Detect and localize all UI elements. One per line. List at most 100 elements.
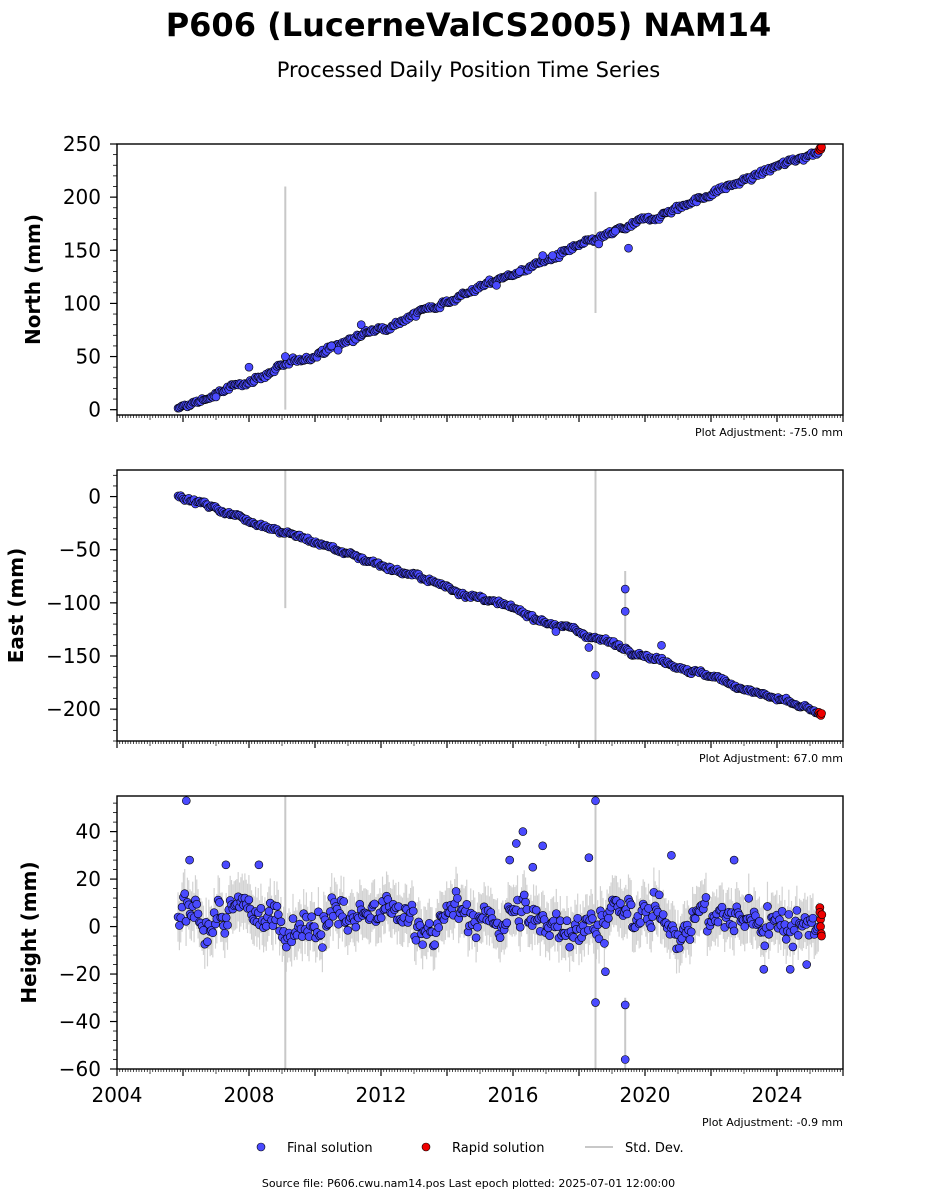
final-point: [471, 933, 481, 943]
final-point: [594, 239, 604, 249]
final-point: [755, 917, 764, 926]
final-point: [565, 942, 574, 952]
final-point: [759, 964, 769, 974]
final-point: [185, 855, 194, 865]
final-point: [763, 902, 772, 911]
final-point: [760, 941, 770, 951]
final-point: [685, 935, 695, 944]
final-point: [408, 906, 418, 916]
final-point: [473, 922, 482, 932]
panel-height: −60 −40 −20 0 20 40 2004 2008 2012 2016 2020 2024 He…: [17, 795, 844, 1129]
final-point: [657, 641, 666, 650]
y-tick-label: −40: [59, 1010, 101, 1034]
final-point: [616, 899, 625, 908]
final-point: [802, 960, 812, 969]
y-axis-label: East (mm): [4, 548, 28, 664]
final-point: [658, 910, 668, 919]
y-tick-label: −60: [59, 1057, 101, 1081]
final-point: [545, 931, 554, 940]
source-note: Source file: P606.cwu.nam14.pos Last epo…: [261, 1177, 676, 1190]
final-point: [808, 913, 818, 923]
final-point: [511, 839, 521, 848]
final-point: [610, 226, 620, 236]
final-point: [740, 922, 750, 931]
rapid-point: [817, 931, 826, 941]
final-point: [208, 928, 218, 938]
chart-title: P606 (LucerneValCS2005) NAM14: [165, 6, 772, 44]
final-point: [434, 923, 443, 932]
final-point: [221, 913, 231, 923]
final-point: [492, 281, 501, 290]
final-point: [221, 860, 231, 870]
final-point: [495, 933, 505, 942]
final-point: [339, 897, 349, 906]
final-point: [701, 893, 711, 902]
final-point: [453, 893, 462, 903]
final-point: [211, 392, 221, 402]
legend-rapid-marker: [421, 1142, 431, 1152]
final-point: [792, 906, 802, 915]
final-point: [356, 320, 366, 329]
x-tick-label: 2020: [620, 1083, 671, 1107]
final-point: [729, 855, 739, 865]
final-point: [622, 909, 632, 919]
final-point: [376, 913, 386, 923]
final-point: [788, 942, 798, 952]
final-point: [220, 929, 230, 938]
final-point: [588, 914, 597, 923]
final-point: [717, 902, 727, 912]
final-point: [674, 943, 684, 953]
data-layer: [173, 144, 826, 413]
x-tick-label: 2004: [92, 1083, 143, 1107]
rapid-point: [817, 910, 827, 919]
y-tick-label: 250: [63, 132, 101, 156]
final-point: [785, 964, 795, 974]
final-point: [505, 855, 515, 865]
final-point: [521, 897, 530, 907]
final-point: [620, 607, 630, 616]
final-point: [254, 860, 264, 870]
final-point: [538, 841, 548, 851]
y-tick-label: 50: [76, 345, 101, 369]
final-point: [307, 912, 317, 922]
final-point: [624, 243, 633, 253]
final-point: [636, 918, 645, 927]
final-point: [370, 899, 379, 909]
final-point: [276, 917, 286, 926]
final-point: [273, 910, 283, 919]
final-point: [244, 895, 254, 905]
final-point: [713, 917, 723, 927]
y-tick-label: −150: [46, 644, 101, 668]
final-point: [351, 922, 361, 932]
final-point: [667, 851, 676, 860]
final-point: [654, 890, 664, 900]
final-point: [551, 627, 561, 636]
final-point: [620, 1000, 630, 1010]
final-point: [256, 904, 266, 913]
final-point: [781, 934, 791, 944]
final-point: [620, 1055, 630, 1064]
final-point: [411, 935, 421, 945]
panel-north: 0 50 100 150 200 250 North (mm) Plot Adjustment…: [21, 132, 844, 439]
data-layer: [173, 470, 826, 741]
final-point: [515, 267, 524, 276]
final-point: [548, 251, 557, 260]
final-point: [793, 930, 803, 940]
final-point: [620, 584, 630, 594]
x-tick-label: 2008: [224, 1083, 275, 1107]
final-point: [280, 352, 290, 361]
y-tick-label: −200: [46, 697, 101, 721]
legend-final-label: Final solution: [287, 1141, 373, 1156]
final-point: [562, 916, 572, 925]
legend: Final solution Rapid solution Std. Dev.: [256, 1141, 684, 1156]
final-point: [318, 943, 327, 952]
final-point: [181, 917, 191, 926]
final-point: [686, 927, 696, 937]
final-point: [646, 923, 656, 933]
x-tick-label: 2024: [752, 1083, 803, 1107]
final-point: [600, 939, 609, 948]
final-point: [264, 906, 274, 916]
y-tick-label: 100: [63, 291, 101, 315]
final-point: [515, 922, 525, 932]
